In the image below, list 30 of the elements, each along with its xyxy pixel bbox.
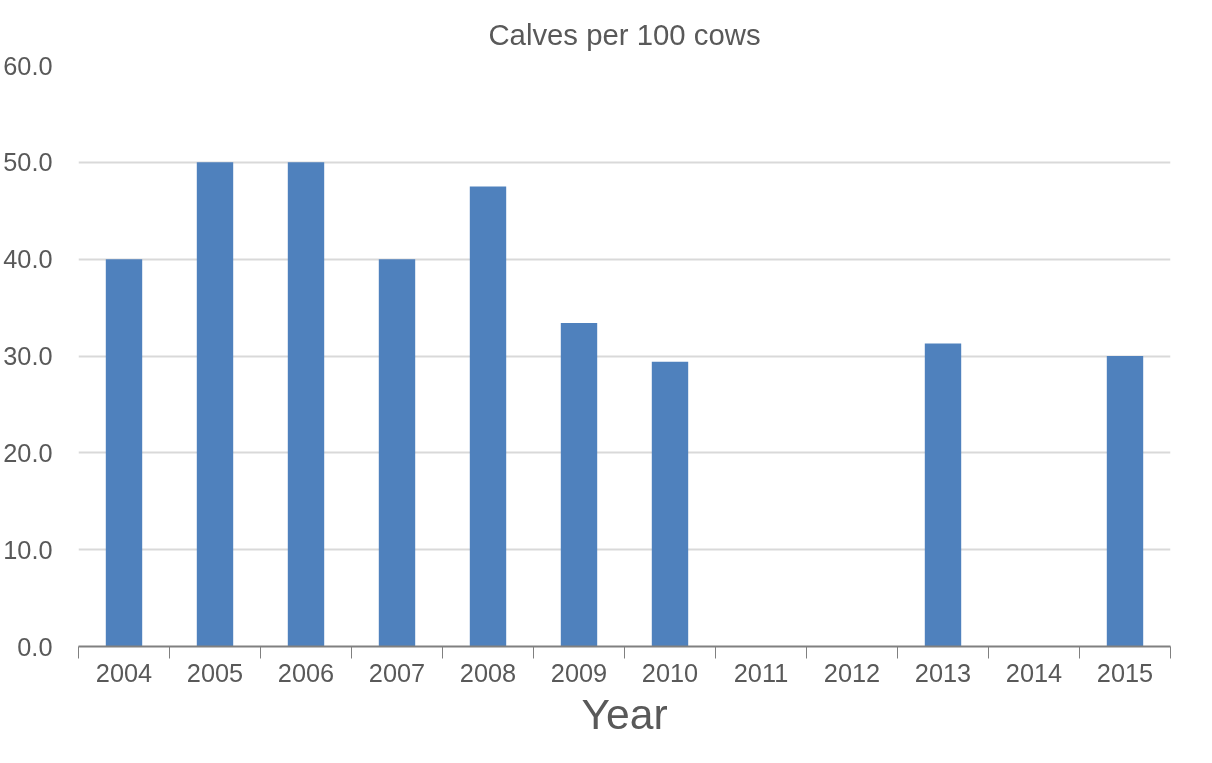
y-tick-label: 30.0 [3, 342, 53, 370]
y-tick-label: 20.0 [3, 438, 53, 467]
y-tick-label: 10.0 [3, 535, 53, 564]
x-tick-label: 2006 [277, 658, 335, 687]
x-tick-label: 2009 [550, 658, 608, 687]
bar [1106, 356, 1144, 647]
x-tick-label: 2011 [733, 658, 789, 687]
y-tick-label: 40.0 [3, 245, 53, 274]
x-tick-label: 2014 [1005, 658, 1063, 687]
chart-title: Calves per 100 cows [488, 17, 761, 51]
bar [287, 162, 325, 647]
x-tick-label: 2007 [368, 658, 426, 687]
y-tick-label: 50.0 [3, 148, 53, 177]
bar [196, 162, 234, 647]
y-tick-label: 0.0 [17, 632, 53, 661]
bar [469, 186, 507, 647]
x-tick-label: 2008 [459, 658, 517, 687]
x-tick-label: 2013 [914, 658, 972, 687]
x-tick-label: 2012 [823, 658, 881, 687]
bar [651, 361, 689, 647]
bar [105, 259, 143, 647]
bar [924, 343, 962, 647]
x-tick-label: 2005 [186, 658, 244, 687]
x-tick-label: 2010 [641, 658, 699, 687]
bar [560, 323, 598, 647]
bar [378, 259, 416, 647]
x-axis-title: Year [581, 689, 668, 738]
x-tick-label: 2004 [95, 658, 153, 687]
x-tick-label: 2015 [1096, 658, 1154, 687]
y-tick-label: 60.0 [3, 51, 53, 80]
